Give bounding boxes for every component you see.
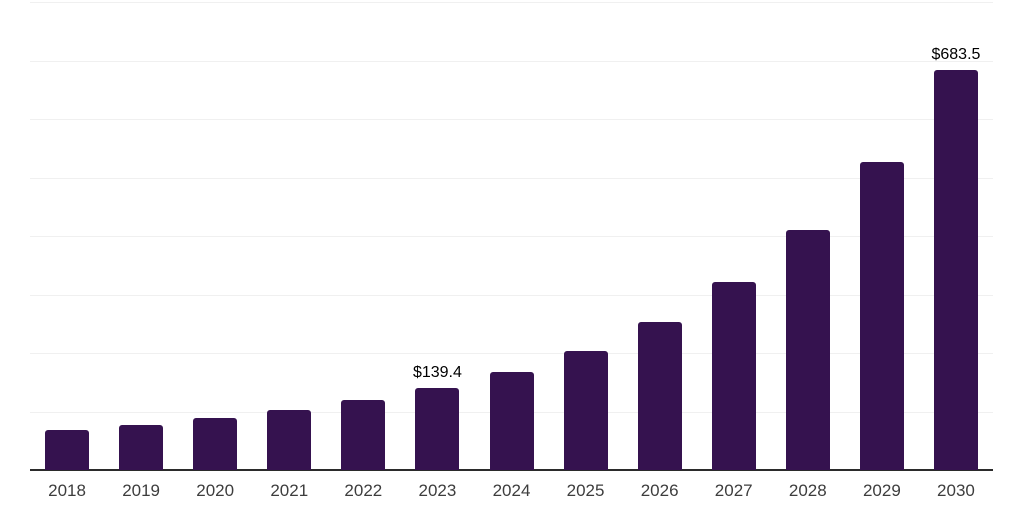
bar-2019 <box>119 424 164 470</box>
x-tick-label-2022: 2022 <box>344 481 383 500</box>
x-tick-label-2024: 2024 <box>492 481 531 500</box>
gridline-700 <box>30 60 993 62</box>
value-label-2030: $683.5 <box>931 46 981 64</box>
x-axis-line <box>30 469 993 471</box>
x-tick-label-2027: 2027 <box>714 481 753 500</box>
bar-2030 <box>933 70 978 470</box>
x-tick-label-2019: 2019 <box>122 481 161 500</box>
x-tick-label-2025: 2025 <box>566 481 605 500</box>
bar-2028 <box>785 229 830 470</box>
gridline-200 <box>30 353 993 354</box>
x-tick-label-2020: 2020 <box>196 481 235 500</box>
bar-2024 <box>489 372 534 470</box>
x-tick-label-2021: 2021 <box>270 481 309 500</box>
value-label-2023: $139.4 <box>412 364 462 382</box>
x-tick-label-2028: 2028 <box>788 481 827 500</box>
gridline-300 <box>30 294 993 296</box>
x-tick-label-2018: 2018 <box>48 481 86 500</box>
bar-2018 <box>45 430 90 470</box>
gridline-500 <box>30 177 993 179</box>
x-tick-label-2030: 2030 <box>937 481 975 500</box>
bar-2022 <box>341 399 386 470</box>
plot-area: $139.4 $683.5 <box>30 2 993 471</box>
gridline-400 <box>30 236 993 237</box>
bar-2025 <box>563 351 608 470</box>
bar-2029 <box>859 161 904 470</box>
bar-2027 <box>711 282 756 470</box>
x-tick-label-2026: 2026 <box>640 481 679 500</box>
bar-2020 <box>193 418 238 470</box>
x-tick-label-2029: 2029 <box>862 481 901 500</box>
x-tick-label-2023: 2023 <box>418 481 457 500</box>
gridline-800 <box>30 2 993 3</box>
bar-2026 <box>637 322 682 470</box>
gridline-600 <box>30 119 993 120</box>
bar-2023 <box>415 388 460 470</box>
bar-2021 <box>267 409 312 470</box>
